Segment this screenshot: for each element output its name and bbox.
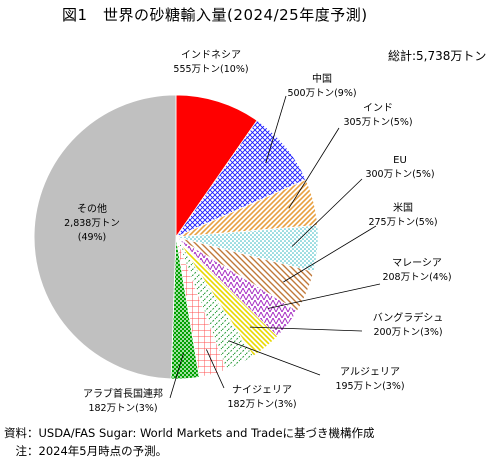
slice-label-value: 200万トン(3%) xyxy=(373,327,442,338)
slice-label-value: 182万トン(3%) xyxy=(88,403,157,414)
slice-label-name: EU xyxy=(393,155,407,166)
slice-label-value: 195万トン(3%) xyxy=(335,381,404,392)
total-label: 総計:5,738万トン xyxy=(388,49,487,63)
leader-line xyxy=(228,340,321,376)
slice-label-value: 208万トン(4%) xyxy=(382,272,451,283)
slice-label-name: 中国 xyxy=(312,72,332,85)
slice-label-name: マレーシア xyxy=(392,258,442,269)
source-note: 資料：USDA/FAS Sugar: World Markets and Tra… xyxy=(4,426,375,440)
slice-label-name: アラブ首長国連邦 xyxy=(83,387,163,400)
chart-title: 図1 世界の砂糖輸入量(2024/25年度予測) xyxy=(62,6,368,24)
slice-label-value: 2,838万トン xyxy=(64,218,120,229)
slice-label-value: 275万トン(5%) xyxy=(368,217,437,228)
leader-line xyxy=(288,127,340,209)
pie-slice xyxy=(175,94,258,239)
leader-line xyxy=(265,95,287,164)
slice-label-name: 米国 xyxy=(393,201,413,214)
slice-label-pct: (49%) xyxy=(78,232,107,243)
leader-line xyxy=(169,353,184,399)
slice-label-value: 555万トン(10%) xyxy=(173,64,248,75)
slice-label-name: バングラデシュ xyxy=(373,311,444,324)
leader-line xyxy=(206,349,225,389)
leader-line xyxy=(291,178,363,247)
slice-label-name: ナイジェリア xyxy=(232,384,292,396)
slice-label-value: 500万トン(9%) xyxy=(287,88,356,99)
slice-label-name: アルジェリア xyxy=(340,367,400,378)
pie-slice xyxy=(33,94,177,380)
slice-label-value: 300万トン(5%) xyxy=(365,169,434,180)
slice-label-value: 305万トン(5%) xyxy=(343,117,412,128)
slice-label-name: その他 xyxy=(77,202,107,215)
slice-label-value: 182万トン(3%) xyxy=(227,399,296,410)
leader-line xyxy=(267,283,381,309)
slice-label-name: インドネシア xyxy=(181,49,241,61)
slice-label-name: インド xyxy=(363,103,393,114)
leader-line xyxy=(249,326,363,332)
footnote: 注：2024年5月時点の予測。 xyxy=(4,444,168,458)
leader-line xyxy=(283,225,377,283)
